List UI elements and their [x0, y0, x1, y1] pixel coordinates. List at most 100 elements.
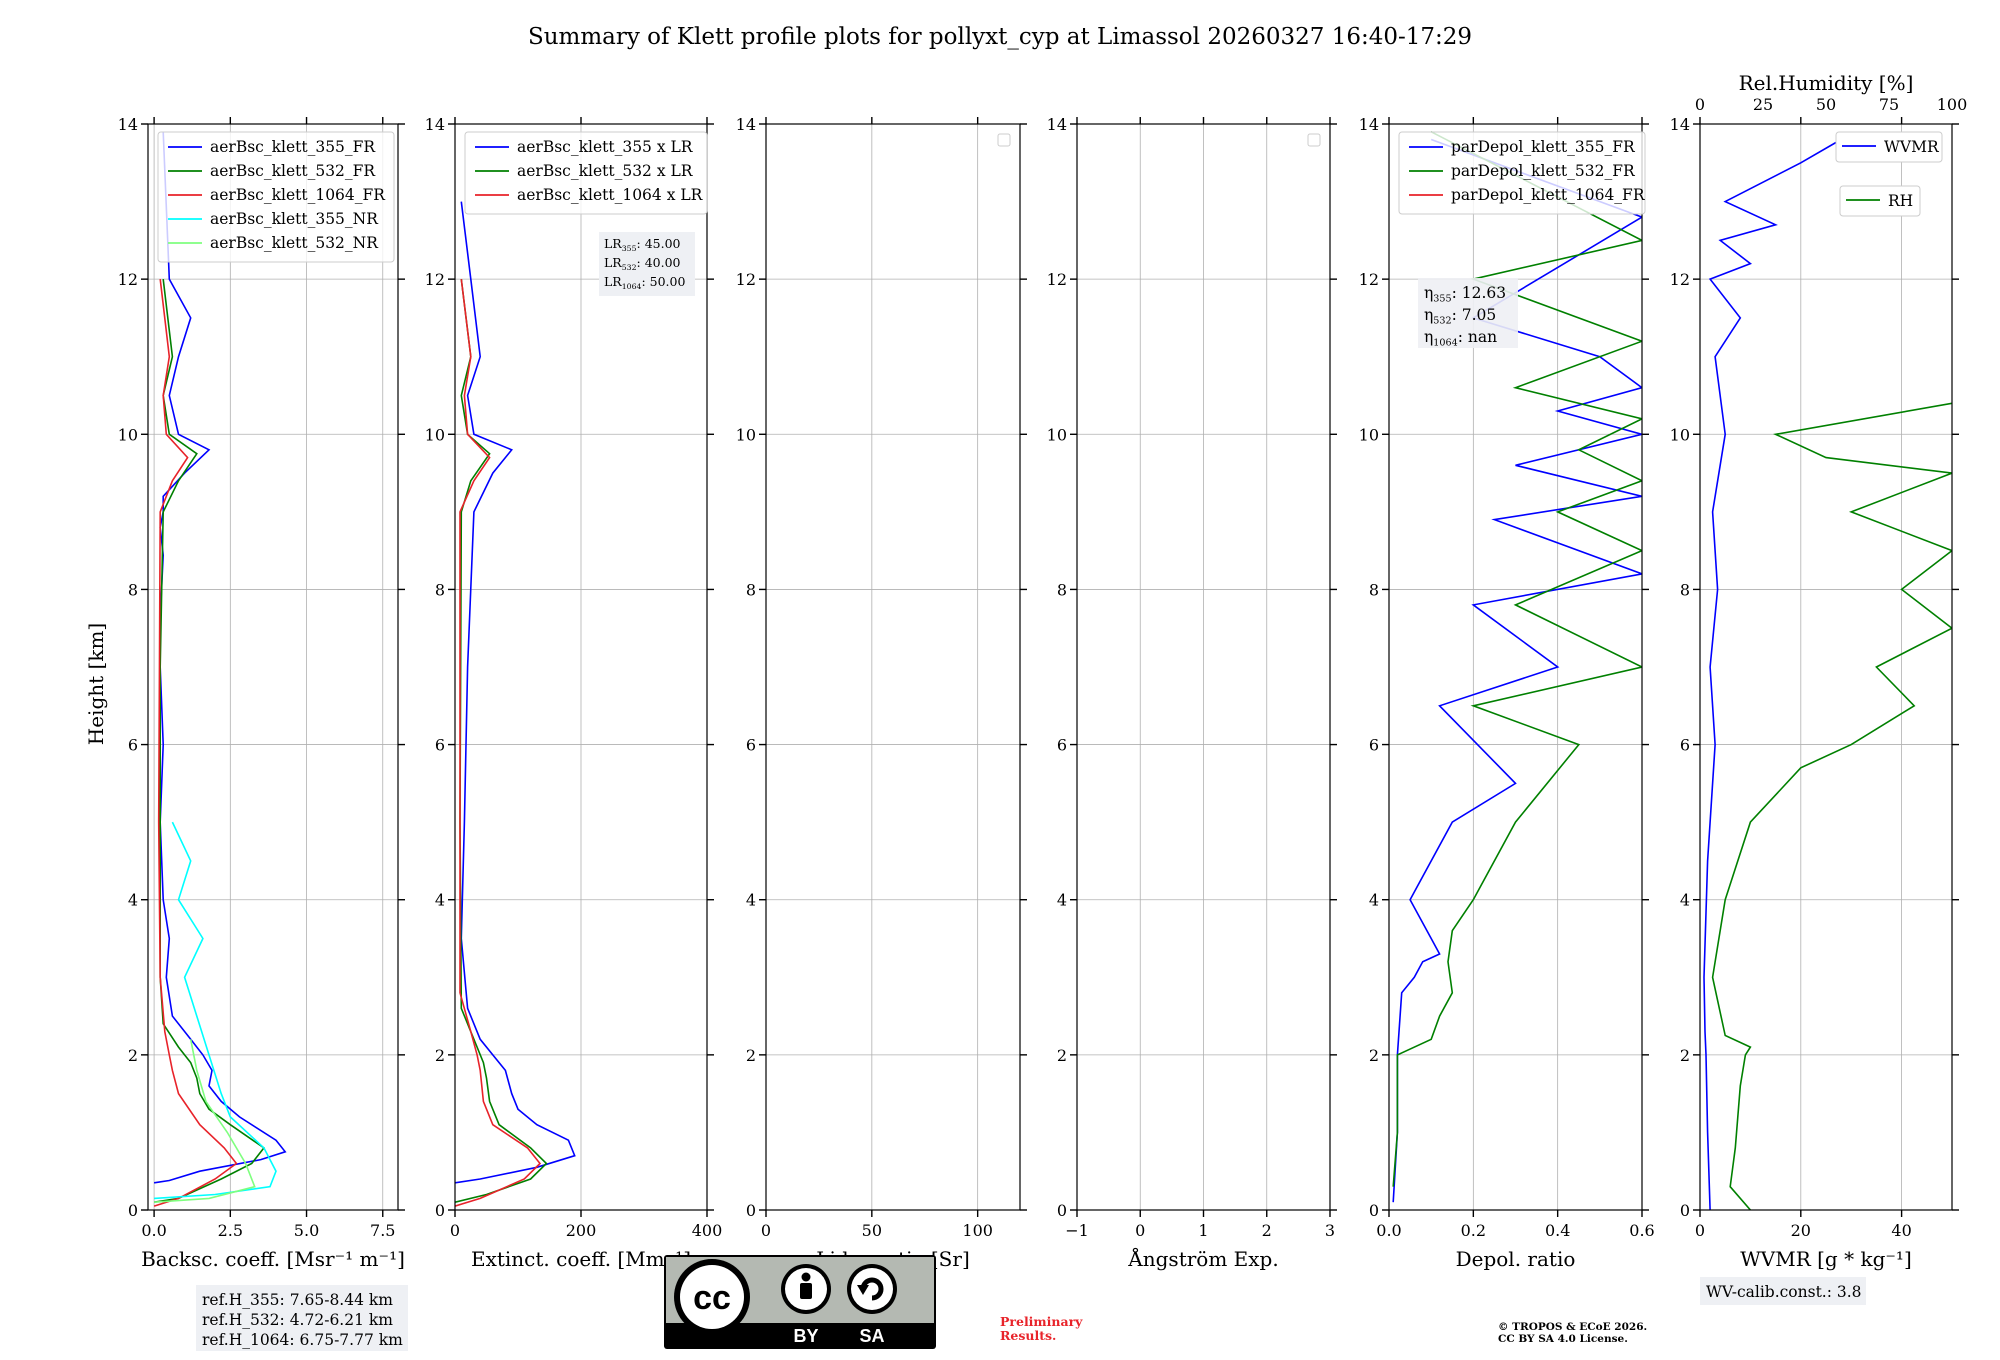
y-tick-label: 8 [746, 580, 756, 599]
sa-arrow-arc [860, 1277, 884, 1301]
x-tick-label: 0 [761, 1221, 771, 1240]
x-tick-label: 0.4 [1545, 1221, 1570, 1240]
legend-label: aerBsc_klett_532_NR [210, 234, 379, 252]
x-tick-label: 0.0 [141, 1221, 166, 1240]
cc-icon [680, 1265, 744, 1329]
y-tick-label: 2 [1057, 1046, 1067, 1065]
legend-label: parDepol_klett_355_FR [1451, 138, 1636, 156]
x-tick-label: 20 [1791, 1221, 1811, 1240]
y-tick-label: 14 [1359, 115, 1379, 134]
y-tick-label: 14 [1047, 115, 1067, 134]
y-tick-label: 4 [128, 891, 138, 910]
legend-label: parDepol_klett_1064_FR [1451, 186, 1646, 204]
axes-frame [147, 123, 399, 1211]
top-x-tick-label: 75 [1879, 95, 1899, 114]
chart-panel-5: 0 2 4 6 8 10 12 14 0.0 0.2 0.4 0.6 Depol. ratio parDe… [1359, 115, 1655, 1271]
top-x-axis-label: Rel.Humidity [%] [1739, 71, 1914, 95]
axes-frame [1699, 123, 1953, 1211]
y-tick-label: 12 [1359, 270, 1379, 289]
y-tick-label: 2 [1680, 1046, 1690, 1065]
y-tick-label: 14 [1670, 115, 1690, 134]
legend-box [157, 131, 395, 263]
x-tick-label: 1 [1198, 1221, 1208, 1240]
x-tick-label: 50 [862, 1221, 882, 1240]
sa-icon [851, 1268, 893, 1310]
y-tick-label: 12 [1670, 270, 1690, 289]
y-tick-label: 4 [1369, 891, 1379, 910]
series-group [1392, 131, 1642, 1203]
y-tick-label: 10 [1670, 425, 1690, 444]
figure-title: Summary of Klett profile plots for polly… [528, 24, 1472, 50]
axes-frame [1388, 123, 1643, 1211]
y-tick-label: 4 [1680, 891, 1690, 910]
series-line-aerBsc_klett_532_NR [154, 1039, 256, 1203]
legend-label: RH [1888, 192, 1913, 210]
series-line-parDepol_klett_532_FR [1392, 131, 1642, 1187]
x-tick-label: 0.0 [1376, 1221, 1401, 1240]
sa-label: SA [859, 1326, 884, 1346]
legend-label: parDepol_klett_532_FR [1451, 162, 1636, 180]
empty-legend-box [1307, 133, 1321, 147]
legend-box-rh [1839, 185, 1921, 217]
by-label: BY [793, 1326, 818, 1346]
y-tick-label: 4 [746, 891, 756, 910]
annotation-line: ref.H_1064: 6.75-7.77 km [202, 1331, 403, 1349]
series-line-aerBsc_klett_1064 x LR [455, 279, 542, 1207]
top-x-tick-label: 25 [1753, 95, 1773, 114]
x-tick-label: 40 [1891, 1221, 1911, 1240]
cc-license-badge[interactable]: cc BY SA [664, 1255, 936, 1349]
preliminary-line: Preliminary [1000, 1314, 1083, 1329]
y-tick-label: 8 [435, 580, 445, 599]
x-tick-label: 3 [1325, 1221, 1335, 1240]
x-axis-label: Depol. ratio [1456, 1247, 1576, 1271]
series-line-parDepol_klett_355_FR [1392, 138, 1642, 1203]
legend-label: WVMR [1884, 138, 1940, 156]
top-x-tick-label: 0 [1695, 95, 1705, 114]
chart-panel-1: 0 2 4 6 8 10 12 14 0.0 2.5 5.0 7.5 Backsc. coeff. [M… [118, 115, 408, 1351]
y-tick-label: 14 [118, 115, 138, 134]
legend-box [464, 131, 708, 215]
legend-label: aerBsc_klett_1064 x LR [517, 186, 704, 204]
legend-label: aerBsc_klett_355 x LR [517, 138, 694, 156]
y-tick-label: 8 [1057, 580, 1067, 599]
legend-label: aerBsc_klett_355_FR [210, 138, 376, 156]
y-tick-label: 4 [1057, 891, 1067, 910]
legend-label: aerBsc_klett_532_FR [210, 162, 376, 180]
cc-text: cc [693, 1279, 731, 1317]
annotation-line: η355: 12.63 [1424, 284, 1506, 304]
series-group [455, 201, 576, 1207]
legend-box-wvmr [1835, 131, 1943, 163]
results-line: Results. [1000, 1328, 1057, 1343]
y-tick-label: 2 [128, 1046, 138, 1065]
chart-panel-6: 0 2 4 6 8 10 12 14 0 20 40 WVMR [g * kg⁻¹] 0 25 50 75 10… [1670, 71, 1968, 1305]
shared-ylabel: Height [km] [84, 623, 108, 745]
series-line-aerBsc_klett_1064_FR [153, 279, 238, 1207]
legend-label: aerBsc_klett_355_NR [210, 210, 379, 228]
series-line-aerBsc_klett_355_FR [153, 131, 287, 1184]
x-axis-label: WVMR [g * kg⁻¹] [1740, 1247, 1912, 1271]
y-tick-label: 6 [128, 736, 138, 755]
x-axis-label: Extinct. coeff. [Mm⁻¹] [471, 1247, 691, 1271]
y-tick-label: 8 [1369, 580, 1379, 599]
annotation-line: LR1064: 50.00 [604, 274, 685, 291]
empty-legend-box [997, 133, 1011, 147]
y-tick-label: 2 [435, 1046, 445, 1065]
annotation-line: WV-calib.const.: 3.8 [1706, 1283, 1862, 1301]
y-tick-label: 12 [118, 270, 138, 289]
y-tick-label: 12 [1047, 270, 1067, 289]
annotation-line: LR355: 45.00 [604, 236, 681, 253]
legend-label: aerBsc_klett_532 x LR [517, 162, 694, 180]
y-tick-label: 10 [425, 425, 445, 444]
y-tick-label: 4 [435, 891, 445, 910]
x-tick-label: −1 [1065, 1221, 1089, 1240]
axes-frame [765, 123, 1021, 1211]
top-x-tick-label: 100 [1937, 95, 1968, 114]
series-group [153, 131, 287, 1207]
x-tick-label: 0.6 [1629, 1221, 1654, 1240]
by-person-head [801, 1272, 811, 1282]
x-tick-label: 400 [692, 1221, 723, 1240]
y-tick-label: 8 [128, 580, 138, 599]
y-tick-label: 0 [128, 1201, 138, 1220]
